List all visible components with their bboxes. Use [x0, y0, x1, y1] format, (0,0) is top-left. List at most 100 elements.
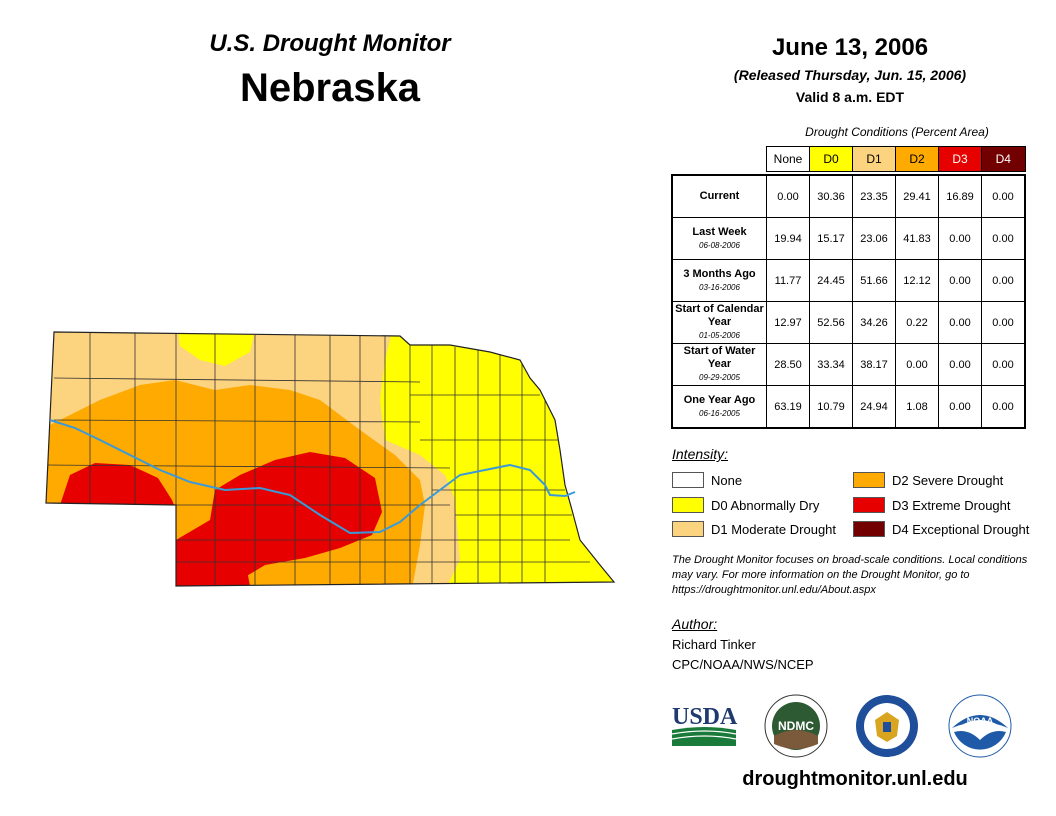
row-date: 09-29-2005: [699, 373, 740, 382]
table-cell: 30.36: [809, 174, 853, 218]
table-cell: 0.00: [981, 343, 1026, 386]
table-row: Start of Calendar Year 01-05-2006 12.97 52.…: [671, 301, 1026, 344]
river-line: [49, 419, 576, 535]
map-date: June 13, 2006: [771, 34, 929, 61]
table-cell: 0.22: [895, 301, 939, 344]
table-cell: 0.00: [981, 385, 1026, 429]
table-corner: [672, 146, 767, 172]
table-cell: 0.00: [766, 174, 810, 218]
table-cell: 12.12: [895, 259, 939, 302]
table-cell: 33.34: [809, 343, 853, 386]
author-label: Author:: [672, 616, 718, 632]
table-body: Current 0.00 30.36 23.35 29.41 16.89 0.00 Last …: [671, 174, 1026, 429]
table-cell: 51.66: [852, 259, 896, 302]
table-cell: 38.17: [852, 343, 896, 386]
row-label: Current: [671, 174, 767, 218]
legend-label-d0: D0 Abnormally Dry: [711, 497, 820, 513]
legend-label-d3: D3 Extreme Drought: [892, 497, 1011, 513]
table-row: Current 0.00 30.36 23.35 29.41 16.89 0.00: [671, 174, 1026, 218]
legend-swatch-d2: [853, 472, 885, 488]
table-cell: 23.06: [852, 217, 896, 260]
table-cell: 41.83: [895, 217, 939, 260]
table-cell: 52.56: [809, 301, 853, 344]
row-label-text: Current: [699, 190, 740, 202]
ndmc-logo: NDMC: [764, 694, 828, 758]
legend-label-d4: D4 Exceptional Drought: [892, 521, 1030, 537]
col-header-d2: D2: [895, 146, 939, 172]
svg-text:USDA: USDA: [672, 704, 738, 730]
legend-label-d1: D1 Moderate Drought: [711, 521, 837, 537]
col-header-d1: D1: [852, 146, 896, 172]
legend-swatch-d3: [853, 497, 885, 513]
table-cell: 12.97: [766, 301, 810, 344]
table-cell: 23.35: [852, 174, 896, 218]
table-cell: 10.79: [809, 385, 853, 429]
table-cell: 0.00: [938, 217, 982, 260]
table-cell: 19.94: [766, 217, 810, 260]
website-url[interactable]: droughtmonitor.unl.edu: [742, 768, 968, 790]
legend-item-d2: D2 Severe Drought: [853, 472, 1003, 488]
table-cell: 0.00: [981, 259, 1026, 302]
legend-label-none: None: [711, 472, 743, 488]
row-label-text: One Year Ago: [683, 393, 756, 406]
svg-text:NDMC: NDMC: [778, 719, 814, 733]
table-cell: 0.00: [981, 174, 1026, 218]
svg-text:NOAA: NOAA: [967, 716, 994, 726]
table-cell: 0.00: [938, 259, 982, 302]
legend-item-d0: D0 Abnormally Dry: [672, 497, 819, 513]
col-header-d3: D3: [938, 146, 982, 172]
drought-conditions-table: None D0 D1 D2 D3 D4 Current 0.00 30.36 23.3…: [671, 146, 1026, 429]
author-name: Richard Tinker: [672, 637, 756, 652]
valid-time: Valid 8 a.m. EDT: [795, 89, 905, 105]
row-label-text: Start of Calendar Year: [675, 303, 764, 328]
table-row: Last Week 06-08-2006 19.94 15.17 23.06 41.83 0…: [671, 217, 1026, 260]
legend-swatch-d1: [672, 521, 704, 537]
legend-item-none: None: [672, 472, 742, 488]
usda-logo: USDA: [671, 704, 738, 746]
table-cell: 11.77: [766, 259, 810, 302]
nebraska-drought-map: [45, 331, 616, 587]
d3-central: [176, 452, 382, 586]
table-cell: 1.08: [895, 385, 939, 429]
table-cell: 24.94: [852, 385, 896, 429]
noaa-logo: NOAA: [948, 694, 1012, 758]
table-cell: 0.00: [981, 301, 1026, 344]
col-header-d4: D4: [981, 146, 1026, 172]
disclaimer-text: The Drought Monitor focuses on broad-sca…: [672, 554, 1028, 596]
state-title: Nebraska: [239, 66, 421, 110]
table-cell: 24.45: [809, 259, 853, 302]
table-header-row: None D0 D1 D2 D3 D4: [672, 146, 1026, 172]
legend-title: Intensity:: [672, 446, 729, 462]
legend-label-d2: D2 Severe Drought: [892, 472, 1004, 488]
row-label-text: Last Week: [692, 225, 747, 238]
table-row: Start of Water Year 09-29-2005 28.50 33.34 3…: [671, 343, 1026, 386]
release-date: (Released Thursday, Jun. 15, 2006): [733, 67, 967, 83]
legend-swatch-d0: [672, 497, 704, 513]
row-date: 06-16-2005: [699, 408, 740, 418]
d0-north-pocket: [178, 332, 255, 366]
commerce-seal-logo: [856, 695, 918, 757]
table-caption: Drought Conditions (Percent Area): [805, 125, 989, 139]
table-cell: 29.41: [895, 174, 939, 218]
table-cell: 28.50: [766, 343, 810, 386]
legend-item-d3: D3 Extreme Drought: [853, 497, 1011, 513]
row-date: 01-05-2006: [699, 331, 740, 340]
legend-swatch-d4: [853, 521, 885, 537]
row-label: Start of Calendar Year 01-05-2006: [671, 301, 767, 344]
col-header-none: None: [766, 146, 810, 172]
row-label: Last Week 06-08-2006: [671, 217, 767, 260]
table-cell: 34.26: [852, 301, 896, 344]
author-org: CPC/NOAA/NWS/NCEP: [672, 657, 814, 672]
program-title: U.S. Drought Monitor: [209, 30, 451, 57]
legend-swatch-none: [672, 472, 704, 488]
table-cell: 0.00: [981, 217, 1026, 260]
row-date: 06-08-2006: [699, 240, 740, 250]
table-cell: 63.19: [766, 385, 810, 429]
table-cell: 16.89: [938, 174, 982, 218]
state-outline: [45, 331, 616, 587]
legend-item-d4: D4 Exceptional Drought: [853, 521, 1029, 537]
row-label: 3 Months Ago 03-16-2006: [671, 259, 767, 302]
table-row: 3 Months Ago 03-16-2006 11.77 24.45 51.66 12.…: [671, 259, 1026, 302]
table-cell: 0.00: [938, 301, 982, 344]
legend-item-d1: D1 Moderate Drought: [672, 521, 836, 537]
